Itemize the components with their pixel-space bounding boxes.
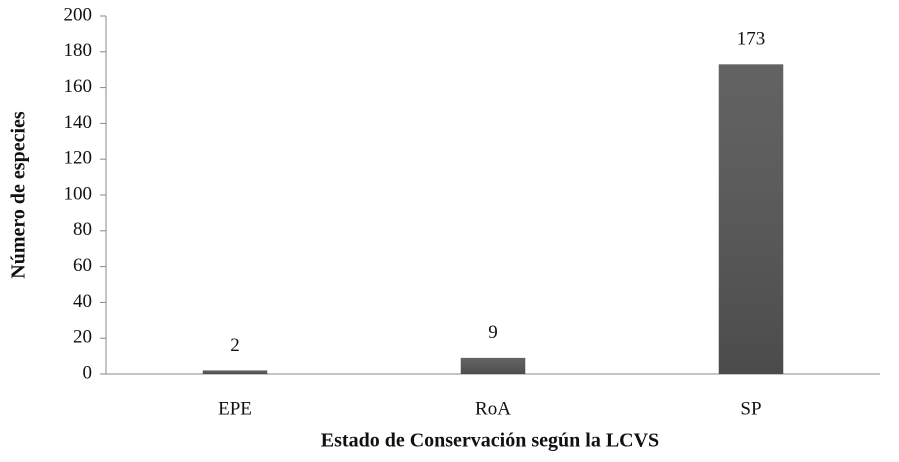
y-tick-label: 120: [64, 148, 93, 169]
data-label: 9: [488, 322, 498, 343]
data-label: 173: [737, 29, 766, 50]
y-tick-label: 140: [64, 112, 93, 133]
data-label: 2: [230, 335, 240, 356]
x-tick-label: SP: [740, 398, 761, 419]
y-tick-label: 80: [73, 219, 92, 240]
bar-shade: [460, 357, 526, 374]
bar-shade: [202, 370, 268, 374]
y-tick-label: 60: [73, 255, 92, 276]
x-tick-label: RoA: [475, 398, 511, 419]
y-tick-label: 160: [64, 76, 93, 97]
x-tick-label: EPE: [218, 398, 252, 419]
bar-shade: [718, 64, 784, 374]
y-tick-label: 40: [73, 291, 92, 312]
y-tick-label: 100: [64, 183, 93, 204]
x-axis-title: Estado de Conservación según la LCVS: [321, 430, 659, 452]
y-tick-label: 180: [64, 40, 93, 61]
y-axis-title: Número de especies: [8, 111, 30, 279]
y-tick-label: 20: [73, 327, 92, 348]
y-tick-label: 200: [64, 4, 93, 25]
y-tick-label: 0: [83, 362, 93, 383]
